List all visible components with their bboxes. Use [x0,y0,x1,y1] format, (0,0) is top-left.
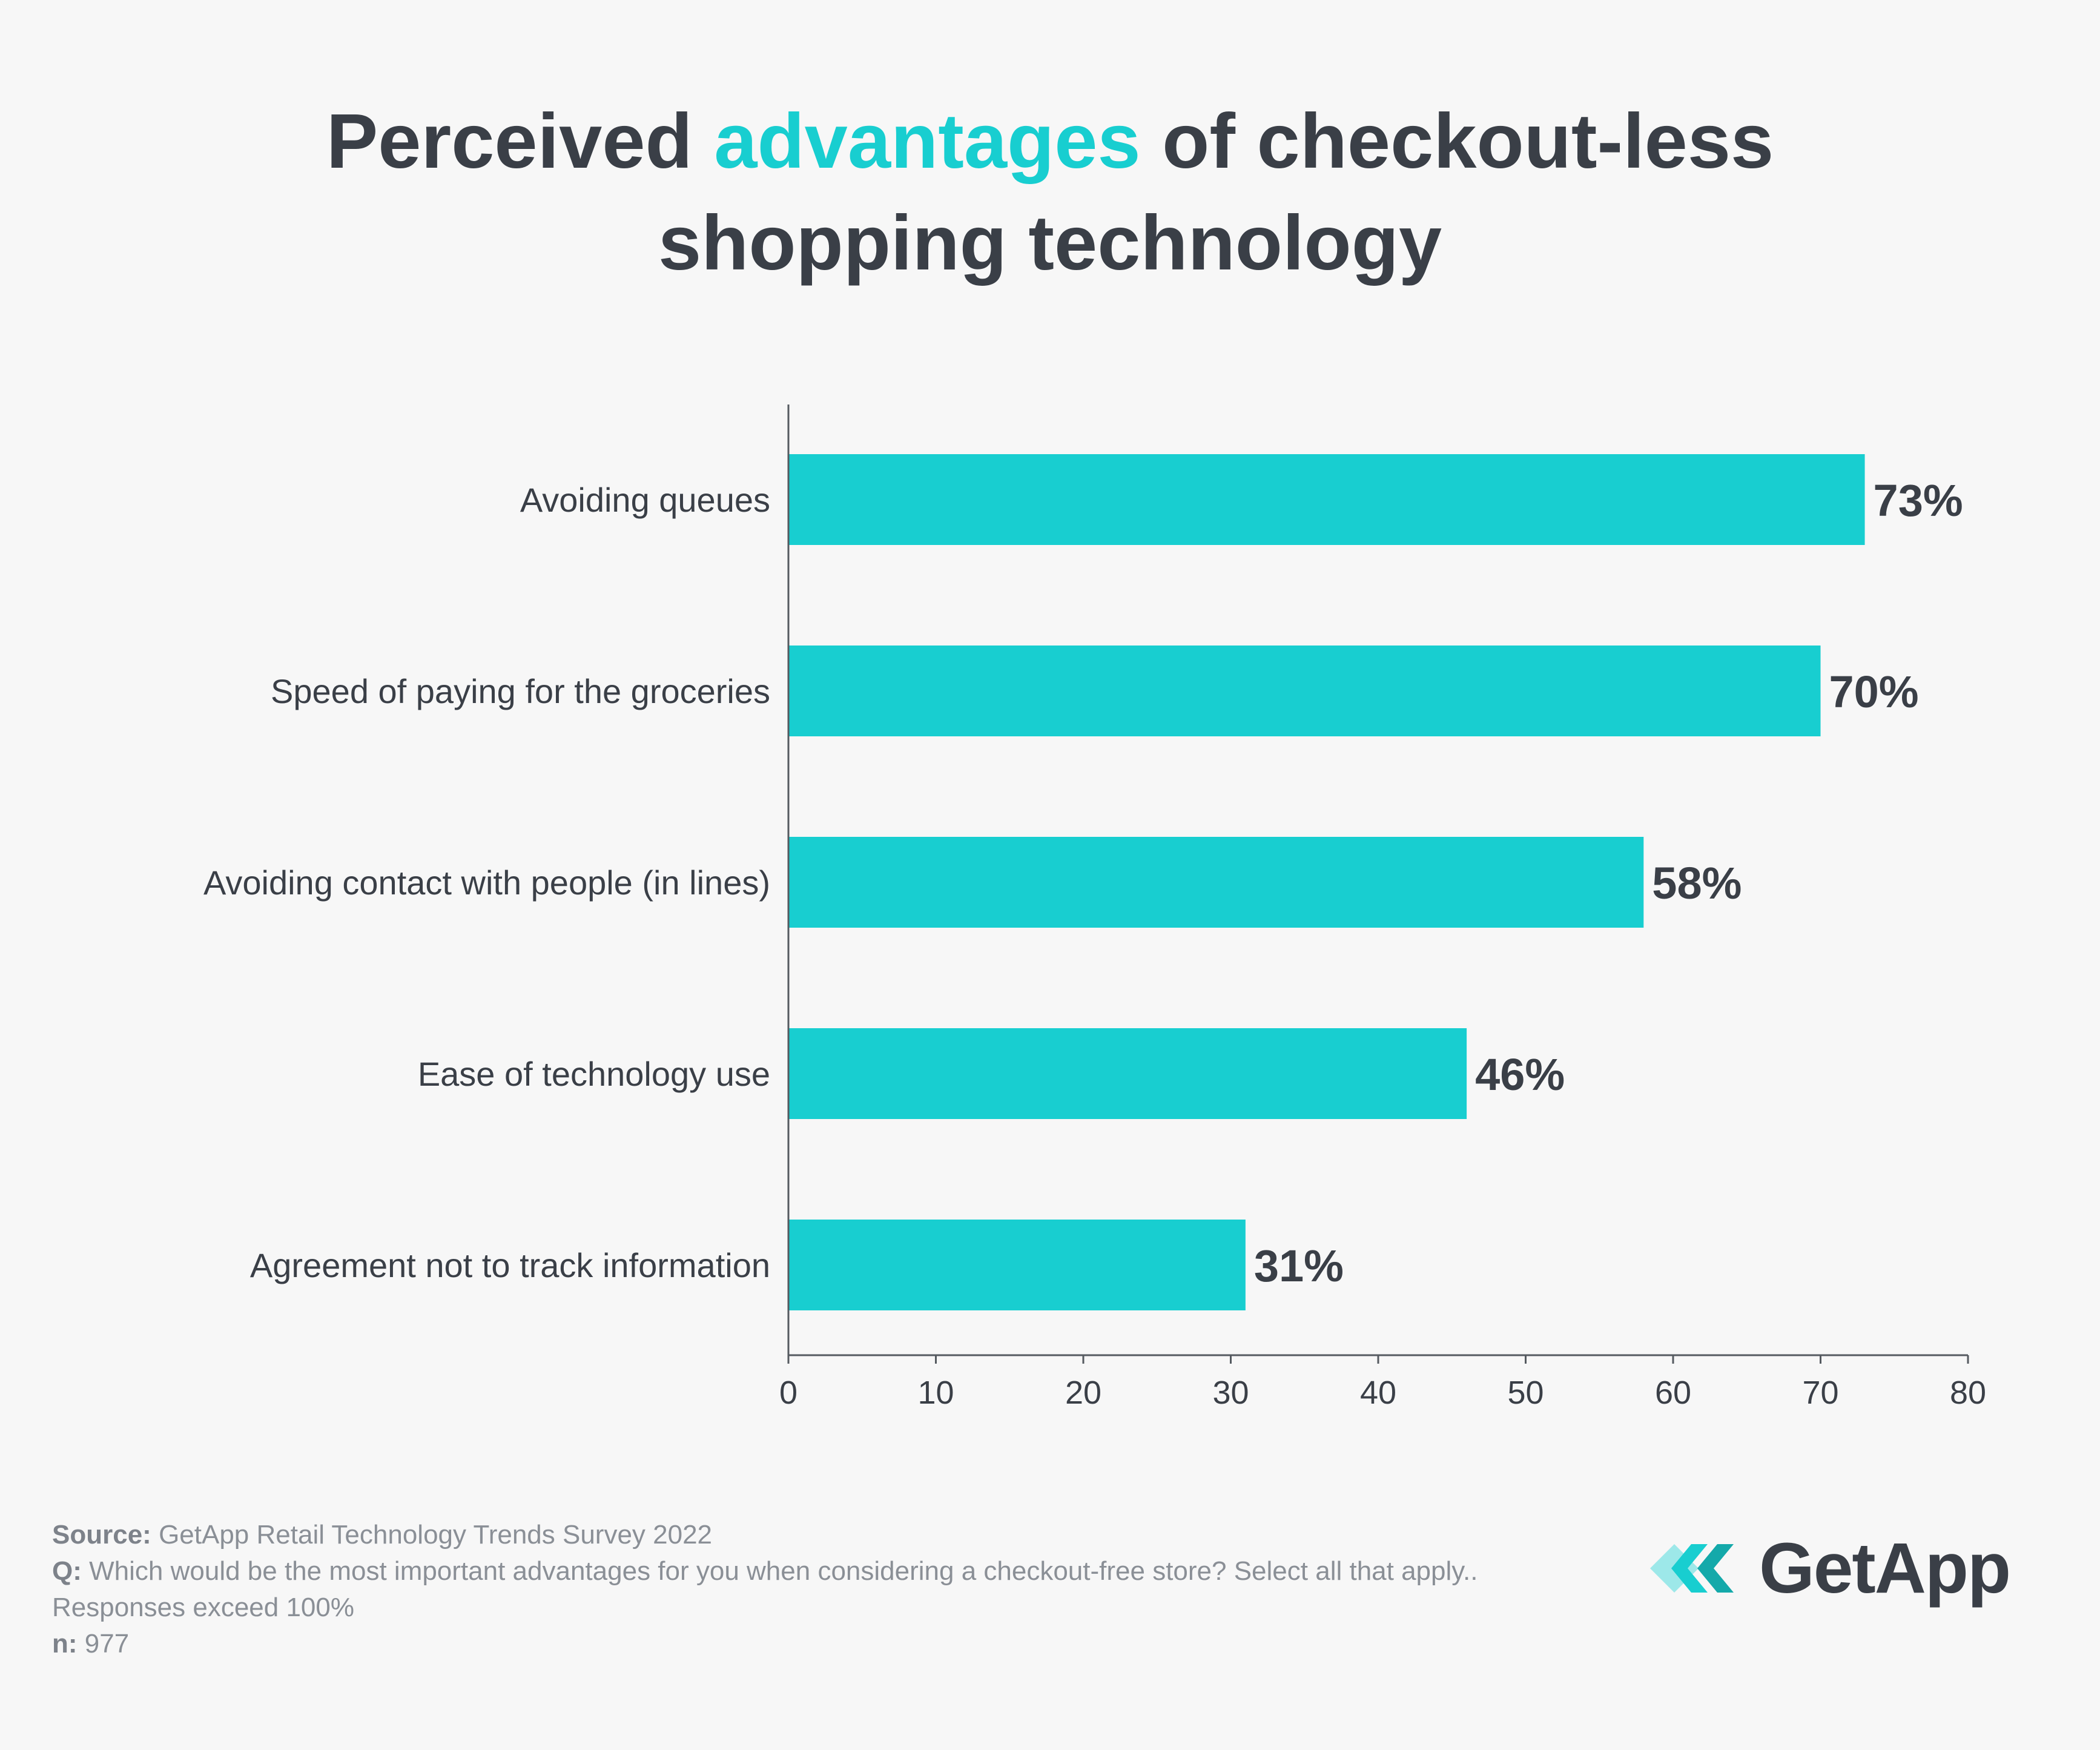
source-text: GetApp Retail Technology Trends Survey 2… [159,1520,713,1550]
category-label: Ease of technology use [418,1055,770,1093]
x-tick-label: 80 [1950,1375,1986,1411]
value-label: 58% [1652,858,1742,908]
bar-3 [788,837,1644,928]
question-text: Which would be the most important advant… [52,1556,1478,1622]
bars-group [788,454,1865,1310]
title-part2: of checkout-less [1140,98,1774,185]
category-label: Speed of paying for the groceries [271,672,770,710]
bar-2 [788,646,1821,736]
footer-notes: Source: GetApp Retail Technology Trends … [52,1517,1505,1662]
x-axis-ticks: 0 10 20 30 40 50 60 70 80 [779,1355,1986,1411]
sample-line: n: 977 [52,1626,1505,1662]
category-label: Avoiding queues [520,481,770,519]
value-label: 31% [1254,1241,1344,1291]
x-tick-label: 30 [1212,1375,1249,1411]
sample-label: n: [52,1629,78,1659]
getapp-logo: GetApp [1650,1528,2011,1608]
x-tick-label: 0 [779,1375,797,1411]
x-tick-label: 10 [917,1375,954,1411]
value-label: 73% [1874,475,1963,526]
title-highlight: advantages [714,98,1141,185]
category-label: Avoiding contact with people (in lines) [203,863,770,902]
bar-5 [788,1220,1246,1310]
x-tick-label: 50 [1507,1375,1544,1411]
category-labels: Avoiding queues Speed of paying for the g… [203,481,770,1284]
source-line: Source: GetApp Retail Technology Trends … [52,1517,1505,1553]
category-label: Agreement not to track information [250,1246,770,1284]
x-tick-label: 70 [1802,1375,1838,1411]
x-tick-label: 40 [1360,1375,1396,1411]
question-line: Q: Which would be the most important adv… [52,1553,1505,1626]
logo-text: GetApp [1759,1528,2011,1608]
value-label: 46% [1475,1049,1565,1100]
sample-text: 977 [84,1629,130,1659]
bar-1 [788,454,1865,545]
x-tick-label: 60 [1655,1375,1691,1411]
bar-4 [788,1028,1467,1119]
title-line2: shopping technology [658,200,1442,286]
x-tick-label: 20 [1065,1375,1101,1411]
source-label: Source: [52,1520,151,1550]
getapp-chevron-icon [1650,1544,1734,1593]
value-label: 70% [1829,667,1919,717]
question-label: Q: [52,1556,82,1586]
chart-title: Perceived advantages of checkout-less sho… [0,91,2100,294]
bar-chart: Avoiding queues Speed of paying for the g… [203,404,1986,1411]
title-part1: Perceived [326,98,715,185]
value-labels: 73% 70% 58% 46% 31% [1254,475,1963,1291]
